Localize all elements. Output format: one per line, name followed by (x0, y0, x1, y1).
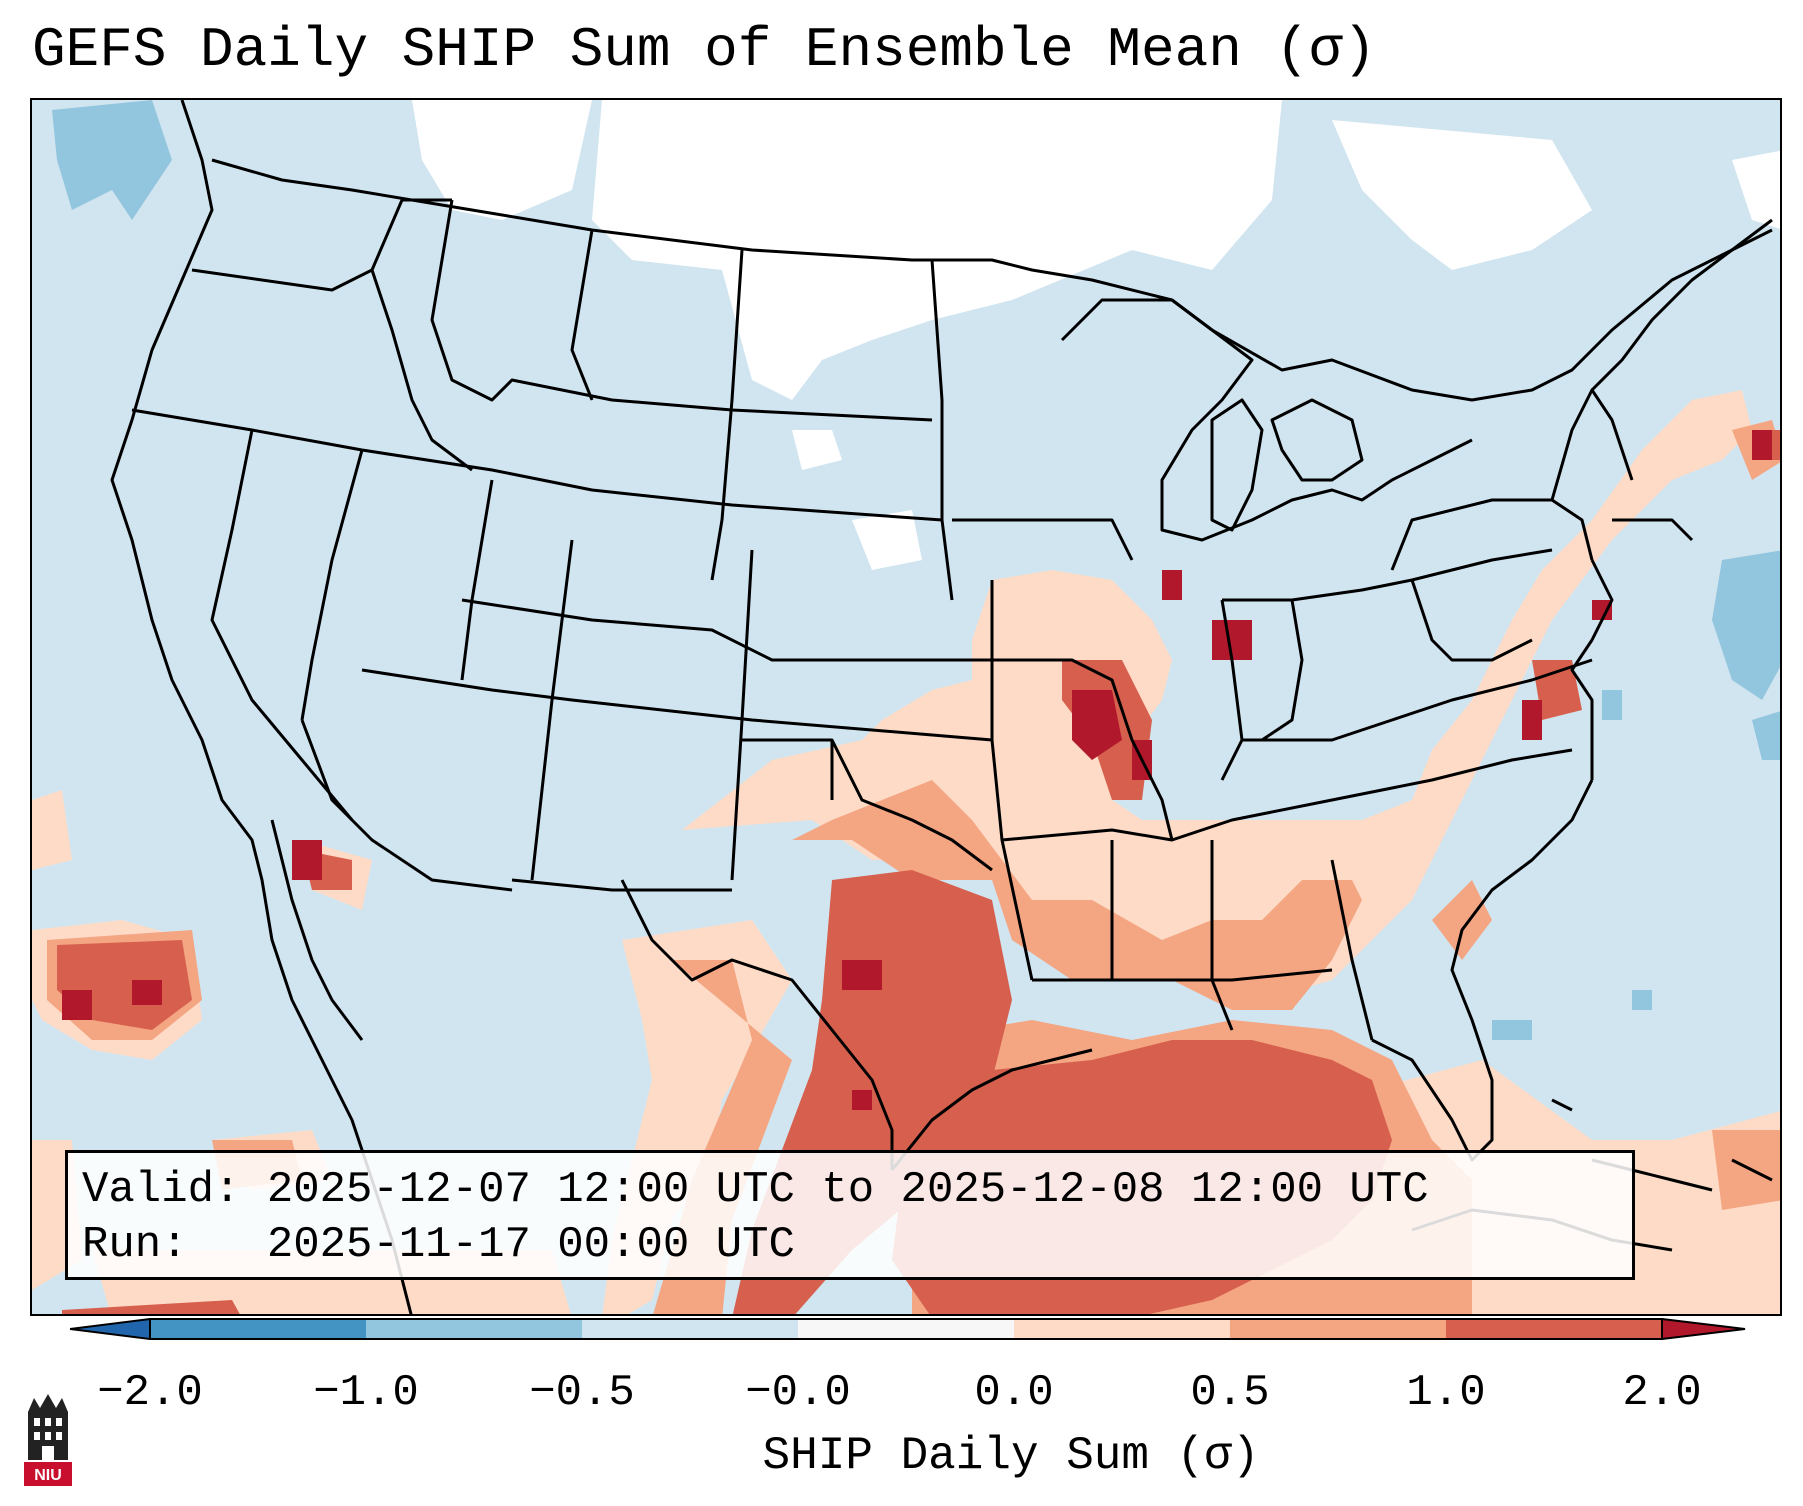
colorbar (70, 1318, 1746, 1340)
colorbar-tick-label: 2.0 (1622, 1368, 1702, 1418)
field-white (412, 100, 1780, 570)
university-logo-icon: NIU (24, 1394, 72, 1486)
field-dark-red (62, 430, 1772, 1110)
logo-text: NIU (34, 1467, 62, 1484)
run-time-line: Run: 2025-11-17 00:00 UTC (82, 1220, 795, 1270)
colorbar-segment-3 (582, 1319, 798, 1339)
chart-title: GEFS Daily SHIP Sum of Ensemble Mean (σ) (32, 18, 1377, 82)
colorbar-segment-6 (1230, 1319, 1446, 1339)
map-canvas (32, 100, 1780, 1314)
colorbar-segment-1 (150, 1319, 366, 1339)
colorbar-segment-4 (798, 1319, 1014, 1339)
field-mid-blue (52, 100, 1780, 1040)
colorbar-label: SHIP Daily Sum (σ) (762, 1430, 1260, 1482)
colorbar-tick-label: 1.0 (1406, 1368, 1486, 1418)
state-borders (110, 100, 1773, 1314)
colorbar-tick-label: 0.5 (1190, 1368, 1270, 1418)
colorbar-under-triangle (70, 1318, 151, 1340)
valid-run-info-box: Valid: 2025-12-07 12:00 UTC to 2025-12-0… (65, 1150, 1635, 1280)
colorbar-segment-2 (366, 1319, 582, 1339)
valid-time-line: Valid: 2025-12-07 12:00 UTC to 2025-12-0… (82, 1165, 1429, 1215)
colorbar-tick-label: −2.0 (97, 1368, 203, 1418)
map-panel[interactable] (30, 98, 1782, 1316)
colorbar-tick-label: 0.0 (974, 1368, 1054, 1418)
colorbar-segment-5 (1014, 1319, 1230, 1339)
colorbar-tick-label: −0.5 (529, 1368, 635, 1418)
colorbar-tick-label: −0.0 (745, 1368, 851, 1418)
colorbar-tick-label: −1.0 (313, 1368, 419, 1418)
colorbar-segment-7 (1446, 1319, 1662, 1339)
colorbar-over-triangle (1661, 1318, 1746, 1340)
